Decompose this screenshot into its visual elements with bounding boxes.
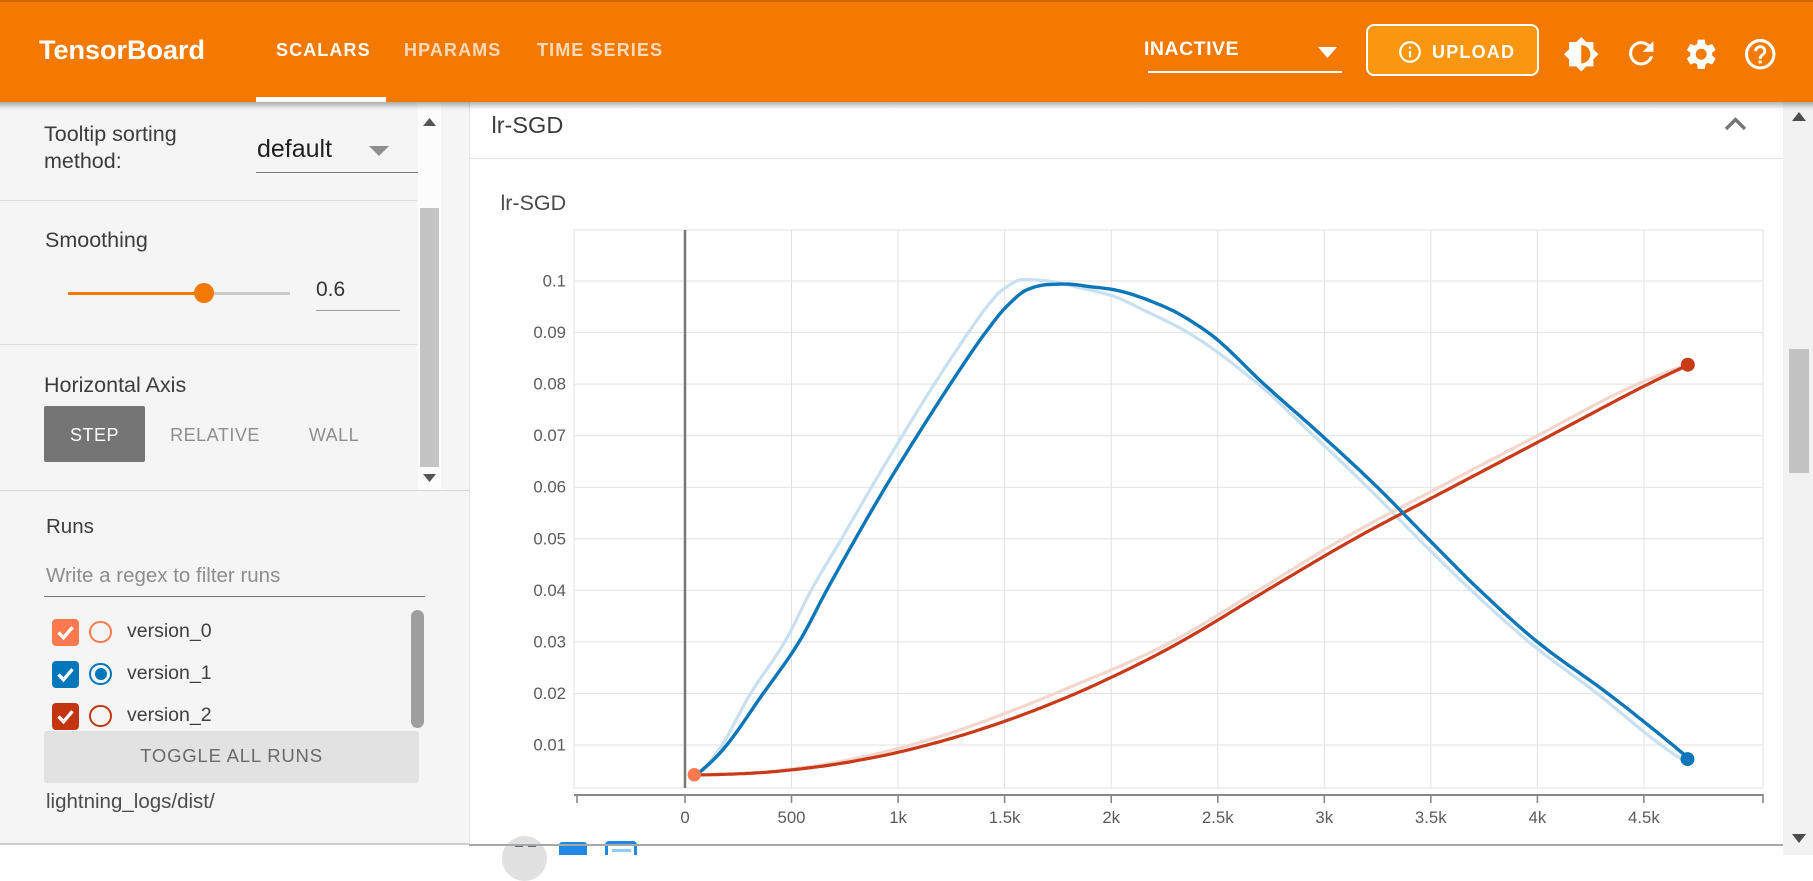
svg-text:0.09: 0.09 (533, 323, 566, 342)
svg-text:1.5k: 1.5k (989, 808, 1021, 827)
svg-text:2k: 2k (1102, 808, 1120, 827)
svg-text:0.08: 0.08 (533, 375, 566, 394)
svg-text:4.5k: 4.5k (1628, 808, 1660, 827)
svg-text:1k: 1k (889, 808, 907, 827)
svg-text:0.1: 0.1 (543, 272, 566, 291)
svg-text:3k: 3k (1315, 808, 1333, 827)
svg-text:0.06: 0.06 (533, 478, 566, 497)
svg-text:0.04: 0.04 (533, 581, 566, 600)
svg-text:500: 500 (778, 808, 806, 827)
svg-text:0.02: 0.02 (533, 684, 566, 703)
svg-text:0.05: 0.05 (533, 529, 566, 548)
svg-text:0.01: 0.01 (533, 736, 566, 755)
svg-text:0.03: 0.03 (533, 632, 566, 651)
svg-text:0: 0 (680, 808, 689, 827)
svg-text:4k: 4k (1529, 808, 1547, 827)
svg-text:2.5k: 2.5k (1202, 808, 1234, 827)
svg-text:0.07: 0.07 (533, 426, 566, 445)
svg-text:3.5k: 3.5k (1415, 808, 1447, 827)
